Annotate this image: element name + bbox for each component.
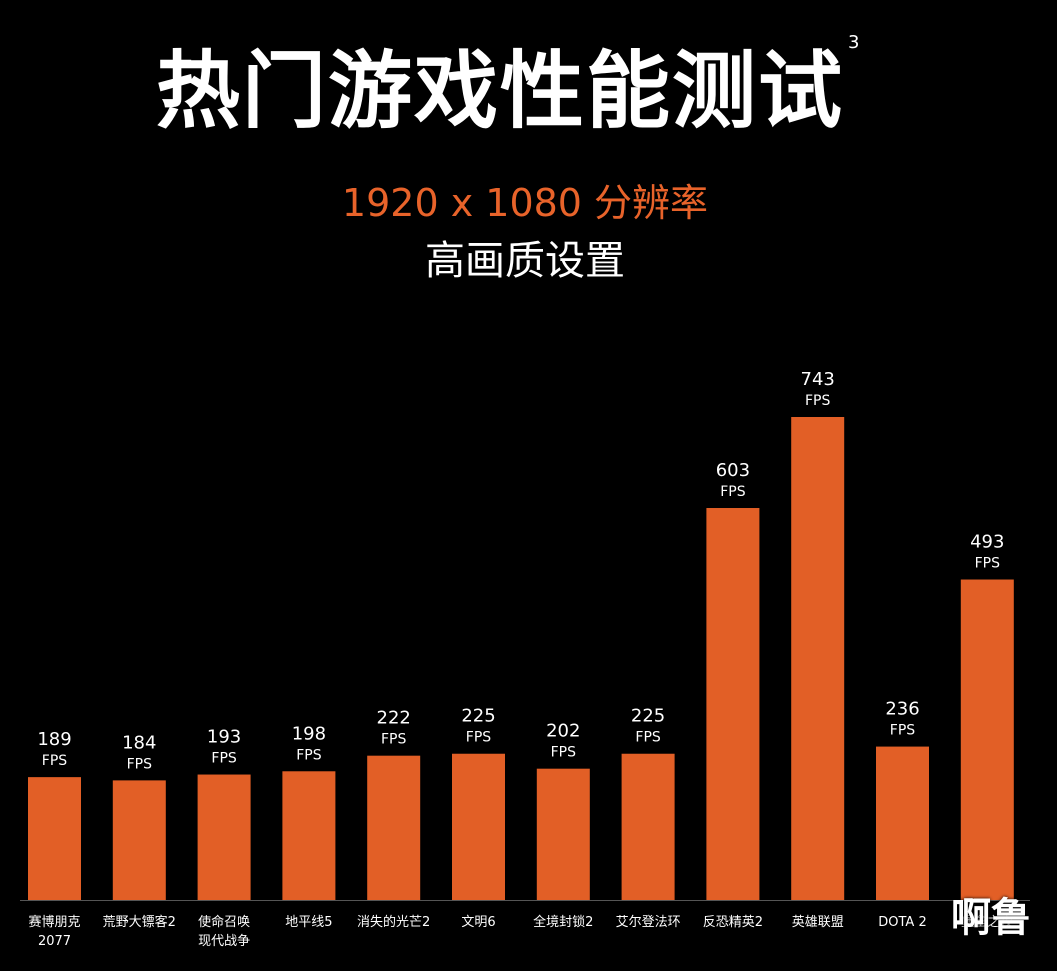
value-label: 493 [970, 532, 1004, 553]
category-label: 全境封锁2 [533, 914, 593, 930]
category-label: 堡垒之夜 [961, 914, 1013, 930]
unit-label: FPS [720, 484, 745, 500]
category-label: 地平线5 [285, 915, 332, 930]
unit-label: FPS [127, 756, 152, 772]
resolution-subtitle: 1920 x 1080 分辨率 [341, 181, 709, 225]
bar [197, 774, 251, 900]
unit-label: FPS [296, 747, 321, 763]
unit-label: FPS [381, 732, 406, 748]
category-label: DOTA 2 [878, 915, 926, 930]
unit-label: FPS [805, 393, 830, 409]
bar [112, 780, 166, 900]
unit-label: FPS [551, 745, 576, 761]
value-label: 225 [631, 706, 665, 727]
value-label: 743 [801, 369, 835, 390]
bar [452, 753, 505, 900]
category-label: 英雄联盟 [792, 915, 844, 930]
bar [876, 746, 929, 900]
value-label: 603 [716, 460, 750, 481]
unit-label: FPS [211, 751, 236, 767]
value-label: 198 [292, 723, 326, 744]
bar [536, 768, 590, 900]
category-label: 现代战争 [198, 934, 250, 949]
quality-subtitle: 高画质设置 [425, 238, 625, 284]
category-label: 反恐精英2 [703, 915, 763, 930]
category-label: 赛博朋克 [28, 914, 80, 930]
value-label: 184 [122, 732, 156, 753]
bar [960, 579, 1014, 900]
bar [621, 753, 675, 900]
value-label: 189 [37, 729, 71, 750]
footnote-marker: 3 [848, 32, 862, 53]
value-label: 202 [546, 721, 580, 742]
unit-label: FPS [890, 723, 915, 739]
watermark: 啊鲁 [951, 895, 1031, 941]
category-label: 消失的光芒2 [357, 914, 430, 930]
unit-label: FPS [466, 730, 491, 746]
value-label: 193 [207, 727, 241, 748]
unit-label: FPS [975, 556, 1000, 572]
value-label: 222 [377, 708, 411, 729]
bar [706, 508, 760, 900]
category-label: 文明6 [461, 915, 495, 930]
unit-label: FPS [635, 730, 660, 746]
category-label: 2077 [38, 934, 71, 949]
category-label: 荒野大镖客2 [103, 914, 176, 930]
category-label: 使命召唤 [198, 914, 250, 930]
value-label: 225 [461, 706, 495, 727]
bar [367, 755, 421, 900]
category-label: 艾尔登法环 [616, 915, 681, 930]
page-title: 热门游戏性能测试 3 [155, 32, 862, 140]
bar [282, 771, 336, 900]
bar [791, 417, 845, 900]
unit-label: FPS [42, 753, 67, 769]
value-label: 236 [885, 699, 919, 720]
bar [28, 777, 81, 900]
